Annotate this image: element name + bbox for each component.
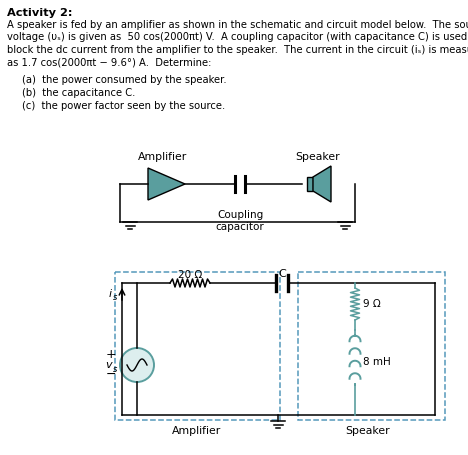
Circle shape xyxy=(120,348,154,382)
Text: Amplifier: Amplifier xyxy=(172,426,222,436)
Polygon shape xyxy=(148,168,185,200)
Text: s: s xyxy=(113,293,117,302)
Text: +: + xyxy=(105,349,116,362)
Text: s: s xyxy=(113,364,117,374)
Text: (c)  the power factor seen by the source.: (c) the power factor seen by the source. xyxy=(22,101,225,111)
Text: Speaker: Speaker xyxy=(296,152,340,162)
Text: Coupling
capacitor: Coupling capacitor xyxy=(216,210,264,232)
Text: 8 mH: 8 mH xyxy=(363,357,391,367)
Text: Speaker: Speaker xyxy=(346,426,390,436)
Text: (b)  the capacitance C.: (b) the capacitance C. xyxy=(22,88,135,98)
Polygon shape xyxy=(313,166,331,202)
Text: A speaker is fed by an amplifier as shown in the schematic and circuit model bel: A speaker is fed by an amplifier as show… xyxy=(7,20,468,30)
Text: 9 Ω: 9 Ω xyxy=(363,299,381,309)
Text: (a)  the power consumed by the speaker.: (a) the power consumed by the speaker. xyxy=(22,75,227,85)
Text: 20 Ω: 20 Ω xyxy=(178,270,202,280)
Text: i: i xyxy=(109,289,112,299)
Text: C: C xyxy=(278,269,286,279)
Text: −: − xyxy=(105,368,116,380)
Text: block the dc current from the amplifier to the speaker.  The current in the circ: block the dc current from the amplifier … xyxy=(7,45,468,55)
Text: as 1.7 cos(2000πt − 9.6°) A.  Determine:: as 1.7 cos(2000πt − 9.6°) A. Determine: xyxy=(7,57,212,67)
Text: voltage (υₛ) is given as  50 cos(2000πt) V.  A coupling capacitor (with capacita: voltage (υₛ) is given as 50 cos(2000πt) … xyxy=(7,32,468,42)
Text: v: v xyxy=(105,360,112,370)
Text: Amplifier: Amplifier xyxy=(139,152,188,162)
Text: Activity 2:: Activity 2: xyxy=(7,8,73,18)
Bar xyxy=(307,177,313,191)
